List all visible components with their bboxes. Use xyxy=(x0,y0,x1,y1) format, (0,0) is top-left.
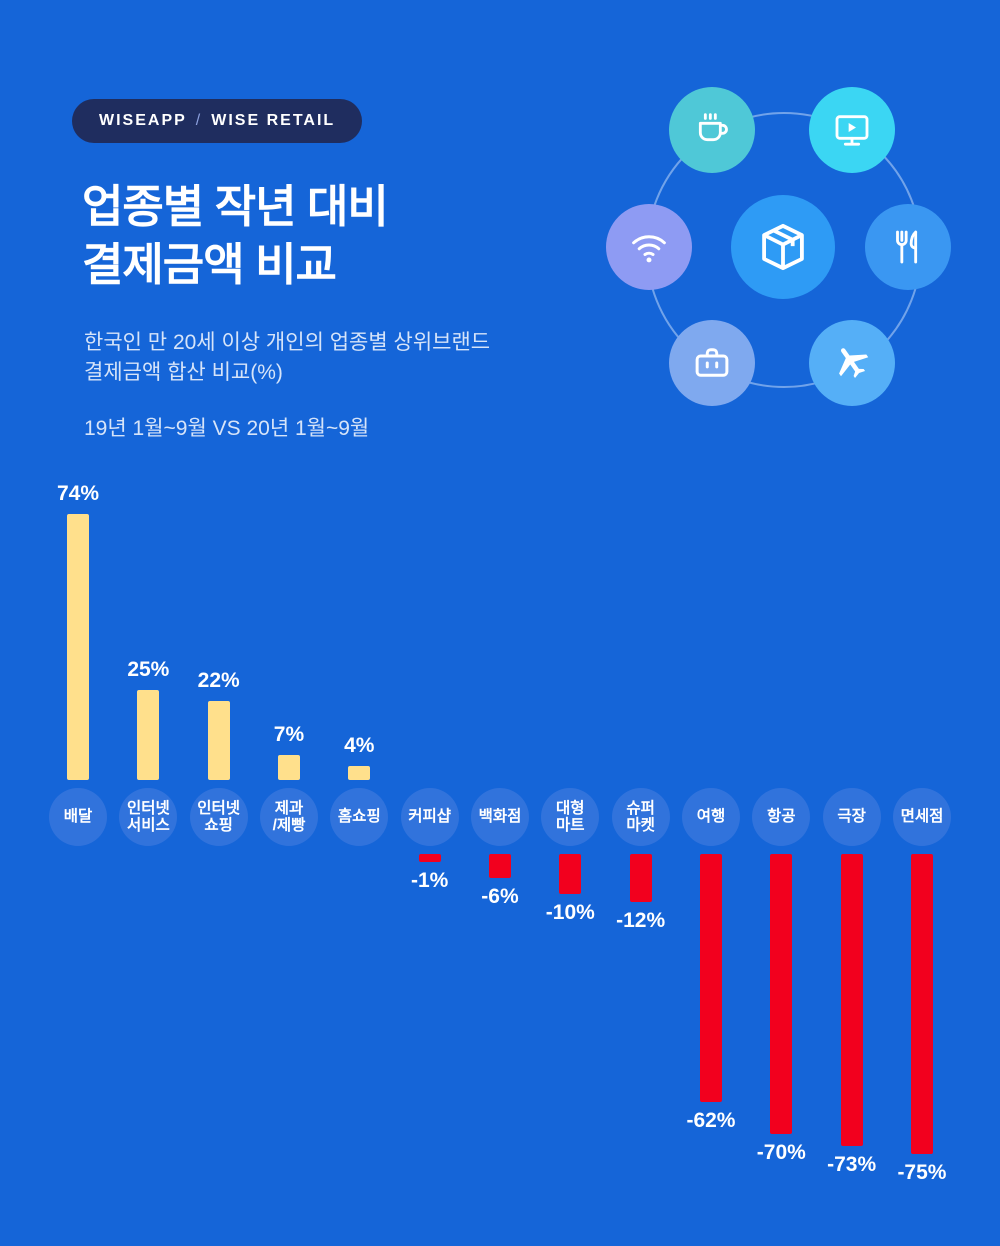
value-label: 22% xyxy=(197,668,240,692)
value-label: 4% xyxy=(344,733,375,757)
icon-circle-media xyxy=(809,87,895,173)
chart-column: 22% 인터넷 쇼핑 xyxy=(184,0,254,1246)
icon-circle-coffee xyxy=(669,87,755,173)
category-circle: 인터넷 서비스 xyxy=(119,788,178,846)
bar-positive xyxy=(67,513,89,780)
category-circle: 면세점 xyxy=(892,788,951,846)
category-circle: 배달 xyxy=(49,788,107,846)
value-label: -70% xyxy=(756,1141,806,1164)
icon-circle-airplane xyxy=(809,320,895,406)
wifi-icon xyxy=(632,235,666,263)
value-label: 74% xyxy=(56,481,100,505)
chart-column: -70% 항공 xyxy=(746,0,816,1246)
chart-column: 7% 제과 /제빵 xyxy=(254,0,324,1246)
category-circle: 항공 xyxy=(752,788,811,846)
badge-brand: WISEAPP xyxy=(99,112,187,129)
icon-circle-briefcase xyxy=(669,320,755,406)
icon-circle-package xyxy=(731,195,835,299)
category-circle: 백화점 xyxy=(470,788,529,846)
bar-negative xyxy=(840,854,863,1146)
chart-column: 4% 홈쇼핑 xyxy=(324,0,394,1246)
category-circle: 극장 xyxy=(822,788,881,846)
airplane-icon xyxy=(839,348,869,378)
coffee-cup-icon xyxy=(698,113,728,142)
briefcase-icon xyxy=(695,348,729,377)
value-label: -62% xyxy=(686,1109,736,1132)
value-label: -1% xyxy=(410,869,449,892)
chart-column: -73% 극장 xyxy=(817,0,887,1246)
title-line2: 결제금액 비교 xyxy=(82,238,337,290)
bar-positive xyxy=(277,754,300,780)
value-label: 7% xyxy=(273,722,305,746)
brand-badge: WISEAPP / WISE RETAIL xyxy=(72,99,363,143)
category-circle: 인터넷 쇼핑 xyxy=(189,788,248,846)
value-label: -75% xyxy=(897,1161,947,1184)
icon-circle-wifi xyxy=(606,204,692,290)
media-play-icon xyxy=(835,115,869,146)
chart-column: -10% 대형 마트 xyxy=(535,0,605,1246)
chart-column: -75% 면세점 xyxy=(887,0,957,1246)
title-line1: 업종별 작년 대비 xyxy=(82,181,389,232)
icon-circle-restaurant xyxy=(865,204,951,290)
chart-column: -12% 슈퍼 마켓 xyxy=(606,0,676,1246)
value-label: -12% xyxy=(616,909,666,932)
category-circle: 대형 마트 xyxy=(541,788,600,846)
chart-column: -62% 여행 xyxy=(676,0,746,1246)
badge-product: WISE RETAIL xyxy=(211,112,336,129)
bar-positive xyxy=(207,700,230,780)
bar-negative xyxy=(488,854,511,878)
chart-column: -6% 백화점 xyxy=(465,0,535,1246)
value-label: -10% xyxy=(545,901,595,924)
value-label: -73% xyxy=(827,1153,877,1176)
bar-negative xyxy=(910,854,933,1154)
subtitle-line2: 결제금액 합산 비교(%) xyxy=(84,361,283,385)
bar-positive xyxy=(137,690,160,780)
bar-negative xyxy=(559,854,582,894)
category-circle: 홈쇼핑 xyxy=(330,788,389,846)
bar-negative xyxy=(770,854,793,1134)
chart-column: 25% 인터넷 서비스 xyxy=(113,0,183,1246)
chart-column: -1% 커피샵 xyxy=(395,0,465,1246)
bar-positive xyxy=(348,765,371,780)
category-circle: 커피샵 xyxy=(400,788,459,846)
value-label: 25% xyxy=(127,658,170,681)
category-circle: 여행 xyxy=(681,788,740,846)
badge-separator: / xyxy=(195,112,203,129)
chart-column: 74% 배달 xyxy=(43,0,113,1246)
category-circle: 슈퍼 마켓 xyxy=(611,788,670,846)
bar-negative xyxy=(699,854,722,1102)
icon-cluster xyxy=(598,78,951,423)
comparison-period: 19년 1월~9월 VS 20년 1월~9월 xyxy=(84,417,370,440)
category-circle: 제과 /제빵 xyxy=(259,788,318,846)
bar-negative xyxy=(629,854,652,902)
fork-knife-icon xyxy=(896,230,918,264)
bar-negative xyxy=(418,854,441,862)
package-box-icon xyxy=(762,223,804,271)
subtitle-line1: 한국인 만 20세 이상 개인의 업종별 상위브랜드 xyxy=(84,331,491,354)
value-label: -6% xyxy=(481,885,519,908)
